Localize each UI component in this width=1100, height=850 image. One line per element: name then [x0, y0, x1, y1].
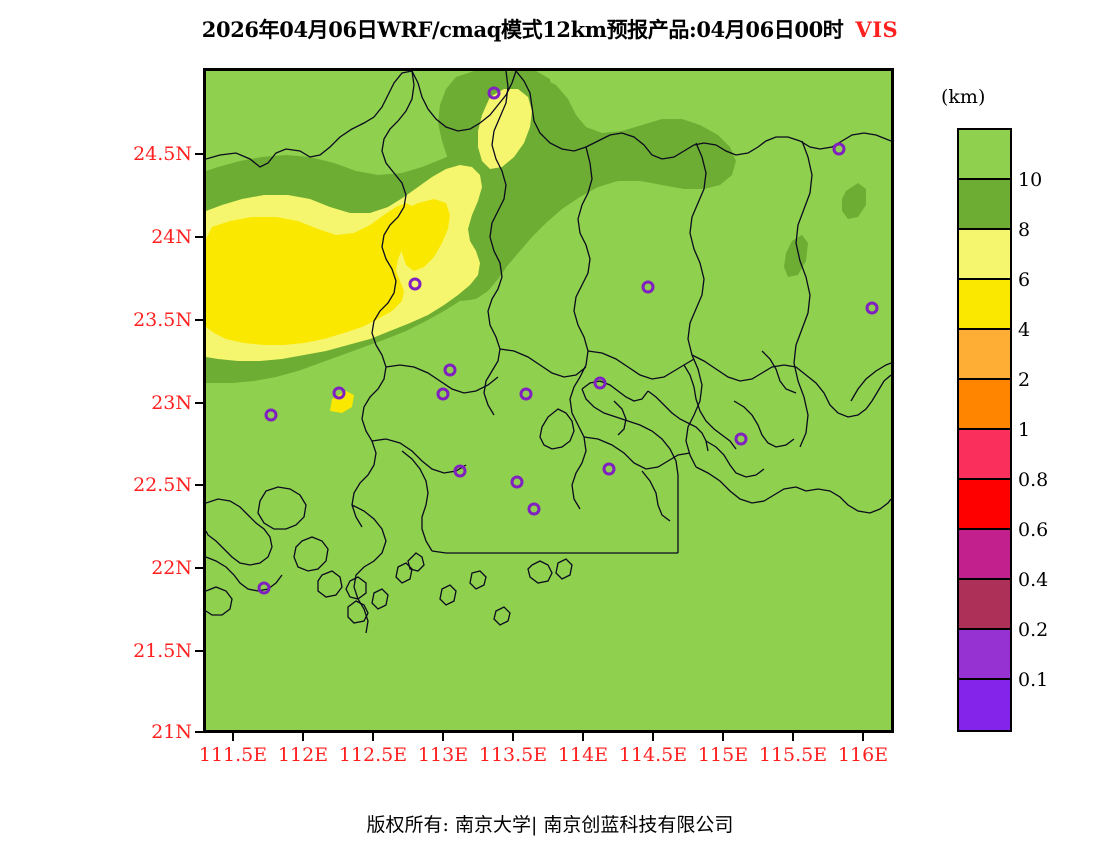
- colorbar-unit-label: (km): [941, 86, 986, 108]
- station-marker: [832, 142, 846, 156]
- colorbar-label-0_4: 0.4: [1018, 569, 1049, 591]
- x-tick-mark: [722, 733, 724, 741]
- colorbar-band-8: [959, 530, 1010, 580]
- colorbar-label-4: 4: [1018, 319, 1031, 341]
- x-tick-mark: [792, 733, 794, 741]
- colorbar-band-1: [959, 180, 1010, 230]
- chart-title: 2026年04月06日WRF/cmaq模式12km预报产品:04月06日00时 V…: [0, 14, 1100, 44]
- y-tick-mark: [195, 236, 203, 238]
- colorbar-band-7: [959, 480, 1010, 530]
- x-axis-label-116E: 116E: [837, 744, 889, 766]
- x-axis-label-115E: 115E: [697, 744, 749, 766]
- y-axis-label-24N: 24N: [151, 226, 192, 248]
- x-tick-mark: [302, 733, 304, 741]
- colorbar-band-4: [959, 330, 1010, 380]
- colorbar-band-5: [959, 380, 1010, 430]
- colorbar-label-1: 1: [1018, 419, 1031, 441]
- title-variable: VIS: [855, 17, 899, 42]
- station-marker: [865, 301, 879, 315]
- station-marker: [641, 280, 655, 294]
- y-tick-mark: [195, 567, 203, 569]
- station-marker: [453, 464, 467, 478]
- colorbar-label-6: 6: [1018, 269, 1031, 291]
- west-core-east-lobe: [400, 199, 450, 271]
- x-axis-label-114_5E: 114.5E: [618, 744, 688, 766]
- colorbar-band-3: [959, 280, 1010, 330]
- y-axis-label-22N: 22N: [151, 557, 192, 579]
- y-axis-label-22_5N: 22.5N: [133, 474, 192, 496]
- colorbar-band-6: [959, 430, 1010, 480]
- x-axis-label-114E: 114E: [557, 744, 609, 766]
- station-marker: [593, 376, 607, 390]
- x-tick-mark: [652, 733, 654, 741]
- x-tick-mark: [862, 733, 864, 741]
- west-core-spur: [330, 391, 354, 413]
- station-marker: [527, 502, 541, 516]
- x-axis-label-115_5E: 115.5E: [758, 744, 828, 766]
- station-markers: [257, 86, 879, 595]
- x-tick-mark: [512, 733, 514, 741]
- station-marker: [602, 462, 616, 476]
- station-marker: [519, 387, 533, 401]
- x-tick-mark: [582, 733, 584, 741]
- colorbar-label-0_6: 0.6: [1018, 519, 1049, 541]
- title-text: 2026年04月06日WRF/cmaq模式12km预报产品:04月06日00时: [201, 17, 844, 42]
- colorbar-label-2: 2: [1018, 369, 1031, 391]
- x-tick-mark: [372, 733, 374, 741]
- station-marker: [443, 363, 457, 377]
- y-axis-label-21N: 21N: [151, 721, 192, 743]
- station-marker: [257, 581, 271, 595]
- y-tick-mark: [195, 484, 203, 486]
- y-tick-mark: [195, 153, 203, 155]
- station-marker: [510, 475, 524, 489]
- visibility-contour-map: [206, 71, 891, 730]
- x-axis-label-111_5E: 111.5E: [198, 744, 268, 766]
- y-axis-label-24_5N: 24.5N: [133, 143, 192, 165]
- x-axis-label-113_5E: 113.5E: [478, 744, 548, 766]
- band-4to6km: [206, 199, 450, 413]
- colorbar-label-0_1: 0.1: [1018, 669, 1049, 691]
- colorbar-band-0: [959, 130, 1010, 180]
- x-tick-mark: [442, 733, 444, 741]
- y-tick-mark: [195, 650, 203, 652]
- y-tick-mark: [195, 731, 203, 733]
- ne-blob-1: [842, 183, 866, 219]
- y-tick-mark: [195, 319, 203, 321]
- y-axis-label-21_5N: 21.5N: [133, 640, 192, 662]
- station-marker: [734, 432, 748, 446]
- station-marker: [408, 277, 422, 291]
- administrative-boundaries: [206, 71, 891, 634]
- colorbar-label-0_2: 0.2: [1018, 619, 1049, 641]
- colorbar-label-10: 10: [1018, 169, 1043, 191]
- west-core-main: [206, 203, 416, 345]
- x-axis-label-112_5E: 112.5E: [338, 744, 408, 766]
- x-axis-label-113E: 113E: [417, 744, 469, 766]
- x-axis-label-112E: 112E: [277, 744, 329, 766]
- colorbar-band-11: [959, 680, 1010, 730]
- colorbar-band-9: [959, 580, 1010, 630]
- colorbar-band-10: [959, 630, 1010, 680]
- y-tick-mark: [195, 402, 203, 404]
- station-marker: [332, 386, 346, 400]
- station-marker: [436, 387, 450, 401]
- north-patch-mid: [478, 89, 532, 169]
- colorbar-label-0_8: 0.8: [1018, 469, 1049, 491]
- station-marker: [264, 408, 278, 422]
- x-tick-mark: [232, 733, 234, 741]
- y-axis-label-23N: 23N: [151, 392, 192, 414]
- copyright-footer: 版权所有: 南京大学| 南京创蓝科技有限公司: [366, 814, 734, 836]
- y-axis-label-23_5N: 23.5N: [133, 309, 192, 331]
- map-plot-area[interactable]: [203, 68, 894, 733]
- colorbar-label-8: 8: [1018, 219, 1031, 241]
- station-marker: [487, 86, 501, 100]
- colorbar-band-2: [959, 230, 1010, 280]
- colorbar[interactable]: [957, 128, 1012, 732]
